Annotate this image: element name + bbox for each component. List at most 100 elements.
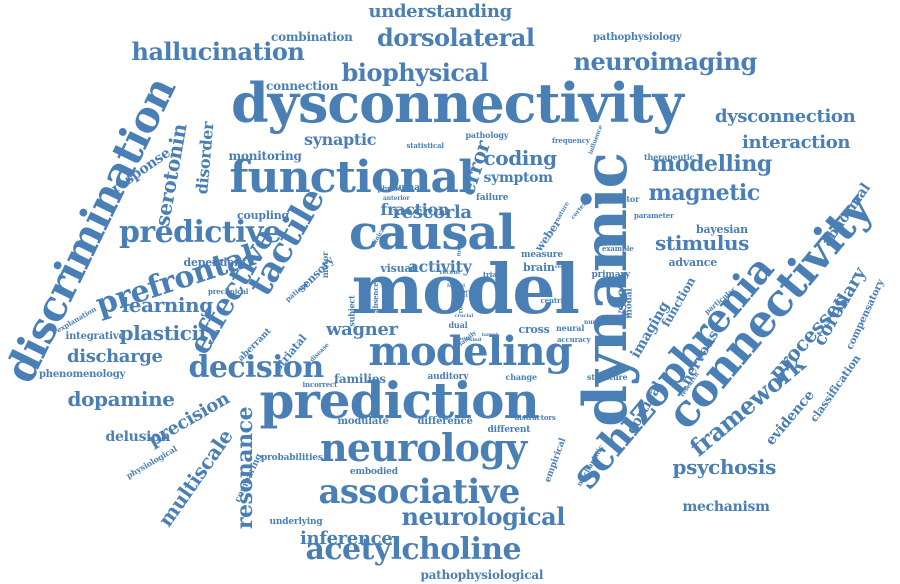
word-embodied: embodied — [350, 466, 398, 477]
word-delusion: delusion — [105, 429, 171, 445]
word-coupling: coupling — [237, 208, 290, 222]
word-magnetic: magnetic — [648, 180, 761, 206]
word-modal: modal — [624, 287, 635, 319]
word-visual: visual — [380, 261, 416, 275]
word-trial: trial — [483, 269, 500, 279]
word-dual: dual — [448, 320, 468, 330]
word-result: result — [555, 263, 571, 270]
word-failure: failure — [476, 192, 509, 203]
word-stimulus: stimulus — [655, 231, 749, 255]
word-positi: positi — [454, 335, 470, 342]
word-model: model — [351, 250, 581, 330]
word-distractors: distractors — [514, 412, 556, 422]
word-effect: effect — [452, 292, 469, 299]
word-therapeutic: therapeutic — [644, 152, 695, 162]
word-change: change — [505, 372, 538, 382]
word-synaptic: synaptic — [304, 130, 377, 149]
word-causal: causal — [349, 205, 516, 261]
word-families: families — [334, 372, 386, 386]
word-physiological: physiological — [123, 443, 179, 481]
word-role: role — [456, 300, 464, 314]
word-mechanism: mechanism — [682, 499, 770, 515]
word-pathology: pathology — [465, 130, 509, 140]
word-psychosis: psychosis — [672, 455, 777, 479]
word-monitoring: monitoring — [228, 149, 302, 163]
word-phenomenology: phenomenology — [39, 369, 126, 380]
word-weber: weber — [532, 216, 564, 254]
word-measure: measure — [521, 249, 563, 260]
word-central: central — [540, 295, 568, 305]
word-biophysical: biophysical — [341, 58, 489, 87]
word-crucial: crucial — [454, 312, 474, 319]
word-accuracy: accuracy — [557, 334, 591, 344]
word-formal: formal — [447, 282, 465, 289]
word-kind: kind — [469, 336, 482, 343]
word-physical: physical — [377, 183, 409, 193]
word-neurology: neurology — [320, 425, 527, 470]
word-pathophysiology: pathophysiology — [593, 32, 682, 43]
word-statistical: statistical — [406, 140, 445, 150]
word-decision: decision — [188, 350, 325, 385]
word-nature: nature — [553, 200, 571, 223]
word-cross: cross — [518, 322, 550, 336]
word-neural: neural — [556, 323, 585, 333]
word-primary: primary — [591, 269, 631, 280]
word-pathophysiological: pathophysiological — [420, 568, 544, 582]
word-dorsolateral: dorsolateral — [377, 23, 535, 52]
word-neuroimaging: neuroimaging — [573, 47, 758, 76]
word-premotor: premotor — [598, 194, 640, 204]
word-finding: finding — [456, 236, 463, 256]
word-modulate: modulate — [337, 416, 389, 427]
word-inference: inference — [300, 528, 393, 549]
word-predictive: predictive — [119, 215, 282, 250]
word-dependent: dependent — [183, 255, 247, 269]
word-absence: absence — [370, 281, 380, 313]
word-empirical: empirical — [543, 436, 569, 484]
word-dysconnectivity: dysconnectivity — [231, 71, 684, 135]
word-plasticity: plasticity — [119, 321, 220, 345]
word-modelling: modelling — [652, 151, 772, 177]
word-motor: motor — [320, 251, 331, 279]
word-preclinical: preclinical — [208, 286, 249, 296]
word-prediction: prediction — [259, 371, 540, 430]
word-advance: advance — [668, 255, 718, 269]
word-associative: associative — [318, 472, 521, 512]
word-coding: coding — [483, 146, 558, 170]
word-dopamine: dopamine — [67, 387, 175, 411]
word-activity: activity — [408, 257, 472, 276]
word-anterior: anterior — [383, 195, 410, 202]
word-hallucination: hallucination — [131, 37, 305, 66]
word-probabilities: probabilities — [261, 452, 323, 463]
word-bayesian: bayesian — [696, 222, 748, 236]
word-example: example — [602, 243, 634, 253]
word-modeling: modeling — [368, 328, 573, 375]
word-learning: learning — [121, 293, 214, 317]
word-classification: classification — [806, 351, 863, 425]
word-connection: connection — [266, 79, 339, 93]
word-brain: brain — [523, 260, 555, 274]
word-difference: difference — [417, 416, 473, 427]
word-discharge: discharge — [67, 346, 163, 367]
word-symptom: symptom — [483, 170, 554, 186]
word-functional: functional — [229, 152, 475, 203]
word-target: target — [481, 331, 499, 338]
word-parameter: parameter — [634, 210, 674, 220]
word-underlying: underlying — [269, 516, 323, 527]
word-neurological: neurological — [401, 502, 566, 531]
word-auditory: auditory — [427, 371, 469, 382]
word-integrative: integrative — [65, 331, 125, 342]
word-recent: recent — [439, 269, 461, 276]
word-theory: theory — [453, 288, 472, 295]
word-interaction: interaction — [742, 132, 851, 153]
word-human: human — [392, 182, 427, 193]
word-understanding: understanding — [368, 1, 513, 22]
word-frequency: frequency — [552, 135, 590, 145]
word-rescorla: rescorla — [392, 202, 473, 223]
word-wagner: wagner — [326, 319, 398, 340]
word-fraction: fraction — [380, 200, 450, 219]
word-subject: subject — [346, 295, 357, 327]
word-disorder: disorder — [191, 120, 217, 195]
word-different: different — [487, 424, 531, 435]
word-dysconnection: dysconnection — [715, 106, 856, 127]
